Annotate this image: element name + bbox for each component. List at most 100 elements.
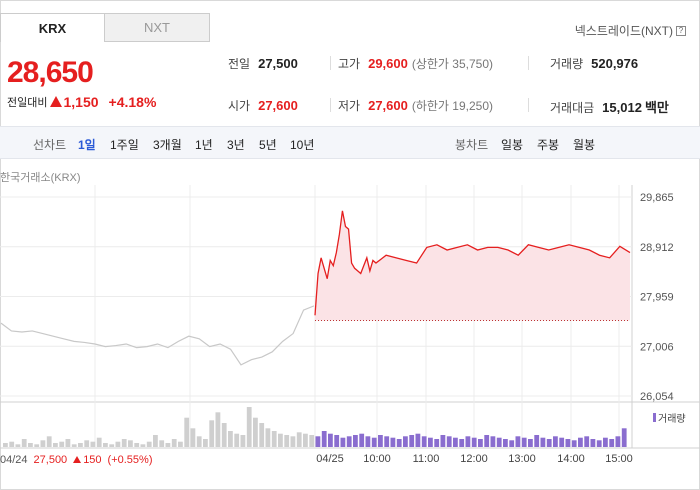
volume-bar (415, 433, 421, 447)
prev-day-summary: 04/24 27,500 150 (+0.55%) (0, 454, 153, 466)
divider (330, 56, 331, 70)
stat-value: 29,600 (368, 56, 408, 71)
volume-bar (378, 435, 383, 447)
tab-krx[interactable]: KRX (0, 13, 105, 42)
prev-day-price-line (0, 305, 315, 366)
x-tick-label: 11:00 (413, 453, 440, 465)
today-price-line (314, 210, 631, 316)
volume-bar (384, 436, 390, 447)
volume-bar (390, 437, 396, 447)
period-selector: 선차트 1일 1주일 3개월 1년 3년 5년 10년 봉차트 일봉 주봉 월봉 (0, 126, 700, 159)
volume-bar (78, 443, 83, 447)
volume-bar (153, 435, 158, 447)
period-10y[interactable]: 10년 (290, 138, 315, 152)
volume-bar (34, 444, 40, 447)
up-arrow-icon (50, 95, 63, 107)
volume-bar (453, 437, 458, 447)
period-3m[interactable]: 3개월 (153, 138, 182, 152)
volume-bar (228, 431, 233, 447)
period-1w[interactable]: 1주일 (110, 138, 139, 152)
volume-bar (340, 437, 346, 447)
volume-bar (471, 437, 477, 447)
volume-bar (71, 444, 77, 447)
y-tick-label: 27,006 (640, 341, 674, 353)
volume-bar (259, 423, 265, 447)
period-3y[interactable]: 3년 (227, 138, 245, 152)
volume-bar (109, 444, 115, 447)
help-icon[interactable]: ? (676, 25, 686, 36)
volume-bar (490, 436, 496, 447)
stat-value: 27,600 (368, 98, 408, 113)
volume-bar (403, 436, 408, 447)
volume-bar (509, 440, 515, 447)
tab-nxt[interactable]: NXT (105, 13, 210, 42)
volume-bar (590, 439, 596, 447)
volume-legend: 거래량 (653, 410, 686, 425)
volume-bar (615, 436, 621, 447)
volume-bar (521, 437, 527, 447)
candle-daily[interactable]: 일봉 (501, 138, 524, 152)
volume-bar (21, 439, 27, 447)
x-tick-label: 13:00 (508, 453, 536, 465)
volume-legend-swatch (653, 413, 656, 422)
change-label: 전일대비 (7, 97, 48, 109)
volume-bar (503, 439, 508, 447)
volume-bar (59, 441, 65, 447)
chart-source: 한국거래소(KRX) (0, 172, 81, 184)
candle-monthly[interactable]: 월봉 (573, 138, 596, 152)
stat-label: 거래대금 (550, 101, 595, 115)
lower-limit: (하한가 19,250) (411, 99, 494, 113)
y-tick-label: 28,912 (640, 242, 674, 254)
volume-bar (315, 436, 321, 447)
volume-bar (284, 435, 290, 447)
volume-bar (253, 417, 258, 447)
change-percent: +4.18% (108, 94, 157, 110)
x-tick-label: 15:00 (605, 453, 633, 465)
volume-bar (146, 441, 152, 447)
volume-bar (359, 433, 365, 447)
volume-bar (46, 436, 52, 447)
volume-bar (559, 437, 565, 447)
stat-value: 27,600 (258, 98, 298, 113)
stat-label: 저가 (338, 99, 361, 113)
volume-bar (428, 437, 433, 447)
volume-bar (478, 439, 483, 447)
volume-bar (528, 439, 533, 447)
volume-bar (553, 436, 558, 447)
volume-bar (171, 439, 177, 447)
volume-bar (215, 412, 221, 447)
volume-bar (328, 433, 333, 447)
period-5y[interactable]: 5년 (259, 138, 277, 152)
volume-bar (584, 436, 590, 447)
volume-bar (278, 433, 283, 447)
candle-chart-caption: 봉차트 (455, 138, 489, 152)
volume-bar (621, 428, 627, 447)
volume-bar (578, 437, 583, 447)
volume-bar (309, 435, 315, 447)
volume-bar (534, 435, 540, 447)
stat-low: 저가 27,600 (하한가 19,250) (338, 97, 493, 114)
stat-label: 시가 (228, 99, 251, 113)
stat-value: 520,976 (591, 56, 639, 71)
x-tick-label: 12:00 (460, 453, 488, 465)
volume-bar (365, 436, 371, 447)
volume-bar (40, 440, 46, 447)
volume-bar (134, 443, 140, 447)
volume-bar (178, 441, 183, 447)
volume-bar (265, 428, 271, 447)
prev-change-amount: 150 (83, 454, 102, 466)
price-chart[interactable]: 29,865 28,912 27,959 27,006 26,054 04/25 10:00… (0, 185, 700, 485)
nxt-link-label[interactable]: 넥스트레이드(NXT) (574, 24, 673, 38)
prev-change: 150 (73, 454, 102, 466)
x-tick-label: 04/25 (316, 453, 344, 465)
volume-bar (209, 420, 215, 447)
period-1d[interactable]: 1일 (78, 138, 96, 152)
volume-bar (409, 435, 415, 447)
volume-bar (346, 436, 352, 447)
x-tick-label: 10:00 (363, 453, 391, 465)
volume-legend-label: 거래량 (658, 414, 686, 425)
volume-bar (596, 440, 602, 447)
candle-weekly[interactable]: 주봉 (537, 138, 560, 152)
period-1y[interactable]: 1년 (195, 138, 213, 152)
nxt-link[interactable]: 넥스트레이드(NXT) ? (575, 22, 686, 39)
